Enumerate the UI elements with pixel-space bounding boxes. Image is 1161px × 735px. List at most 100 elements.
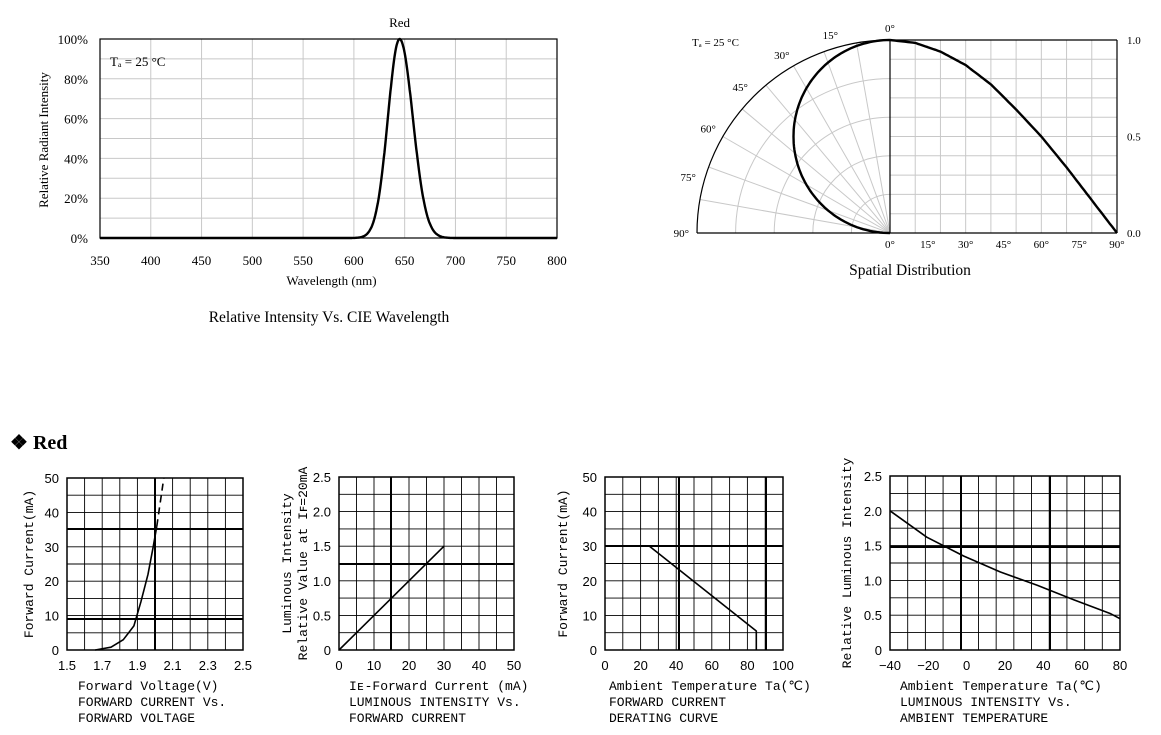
spectrum-title: Red — [389, 15, 410, 30]
derating-frame — [604, 476, 784, 651]
spectrum-x-label: Wavelength (nm) — [286, 273, 376, 288]
spectrum-y-tick: 20% — [64, 191, 88, 206]
lum_ta-x-tick: 20 — [998, 658, 1012, 673]
spatial-x-tick: 30° — [958, 239, 973, 251]
spatial-polar-ring — [773, 116, 891, 234]
spectrum-x-tick: 650 — [395, 253, 415, 268]
derating-x-tick: 40 — [669, 658, 683, 673]
lum_if-y-label: Relative Value at Iꜰ=20mA — [296, 467, 311, 661]
lum_if-y-tick: 0 — [324, 643, 331, 658]
derating-y-tick: 10 — [583, 608, 597, 623]
iv-y-label: Forward Current(mA) — [22, 490, 37, 638]
iv-frame — [66, 477, 244, 651]
spatial-angle-tick: 90° — [674, 228, 689, 240]
lum_ta-frame — [889, 475, 1121, 651]
lum_if-series-line — [338, 545, 445, 651]
derating-x-tick: 100 — [772, 658, 794, 673]
iv-x-tick: 2.5 — [234, 658, 252, 673]
spectrum-x-tick: 400 — [141, 253, 161, 268]
iv-x-tick: 2.1 — [164, 658, 182, 673]
spectrum-temp-note: Tₐ = 25 °C — [110, 54, 165, 69]
spatial-angle-tick: 0° — [885, 23, 895, 35]
lum_ta-x-tick: −20 — [917, 658, 939, 673]
derating-y-tick: 30 — [583, 539, 597, 554]
lum_ta-y-tick: 0.5 — [864, 608, 882, 623]
spatial-polar-spoke — [793, 65, 891, 234]
iv-y-tick: 0 — [52, 643, 59, 658]
iv-y-tick: 50 — [45, 471, 59, 486]
iv-series-line — [95, 526, 158, 651]
spectrum-x-tick: 700 — [446, 253, 466, 268]
derating-x-label: Ambient Temperature Ta(℃) — [609, 679, 811, 694]
lum_ta-y-tick: 2.0 — [864, 504, 882, 519]
spatial-angle-tick: 45° — [732, 82, 747, 94]
lum_if-x-tick: 50 — [507, 658, 521, 673]
derating-caption: DERATING CURVE — [609, 711, 718, 726]
spatial-polar-ring — [812, 155, 891, 234]
spatial-outer-arc — [696, 39, 891, 234]
lum_ta-caption: AMBIENT TEMPERATURE — [900, 711, 1048, 726]
derating-x-tick: 20 — [633, 658, 647, 673]
lum_if-caption: LUMINOUS INTENSITY Vs. — [349, 695, 521, 710]
spectrum-curve — [100, 37, 557, 240]
derating-y-label: Forward Current(mA) — [556, 489, 571, 637]
lum_ta-caption: LUMINOUS INTENSITY Vs. — [900, 695, 1072, 710]
spectrum-x-tick: 800 — [547, 253, 567, 268]
spatial-cartesian-curve — [889, 38, 1118, 234]
derating-y-tick: 20 — [583, 574, 597, 589]
lum_ta-x-tick: −40 — [879, 658, 901, 673]
derating-series-line — [605, 545, 758, 650]
derating-y-tick: 40 — [583, 505, 597, 520]
lum_if-x-tick: 10 — [367, 658, 381, 673]
derating-y-tick: 50 — [583, 470, 597, 485]
spectrum-y-label: Relative Radiant Intensity — [36, 72, 51, 208]
spectrum-y-tick: 0% — [71, 231, 89, 246]
lum_if-y-tick: 2.0 — [313, 505, 331, 520]
lum_ta-x-tick: 40 — [1036, 658, 1050, 673]
lum_if-y-tick: 1.0 — [313, 574, 331, 589]
derating-y-tick: 0 — [590, 643, 597, 658]
spatial-right-tick: 1.0 — [1127, 35, 1141, 47]
spatial-angle-tick: 60° — [701, 124, 716, 136]
iv-y-tick: 20 — [45, 574, 59, 589]
lum_if-y-tick: 1.5 — [313, 539, 331, 554]
spatial-caption: Spatial Distribution — [849, 262, 971, 279]
derating-caption: FORWARD CURRENT — [609, 695, 726, 710]
lum_if-x-label: Iᴇ-Forward Current (mA) — [349, 679, 528, 694]
spatial-x-tick: 75° — [1071, 239, 1086, 251]
spectrum-x-tick: 600 — [344, 253, 364, 268]
spatial-polar-spoke — [708, 166, 891, 234]
lum_ta-y-label: Relative Luminous Intensity — [840, 457, 855, 668]
lum_ta-y-tick: 2.5 — [864, 469, 882, 484]
lum_ta-y-tick: 1.5 — [864, 539, 882, 554]
spectrum-x-tick: 350 — [90, 253, 110, 268]
spatial-polar-spoke — [765, 84, 891, 234]
iv-caption: FORWARD CURRENT Vs. — [78, 695, 226, 710]
lum_if-y-tick: 0.5 — [313, 608, 331, 623]
spectrum-y-tick: 40% — [64, 151, 88, 166]
iv-caption: FORWARD VOLTAGE — [78, 711, 195, 726]
iv-x-tick: 2.3 — [199, 658, 217, 673]
lum_ta-series-line — [889, 510, 1121, 620]
section-header: ❖ Red — [10, 430, 67, 455]
spatial-right-tick: 0.0 — [1127, 228, 1141, 240]
iv-x-label: Forward Voltage(V) — [78, 679, 218, 694]
spatial-angle-tick: 30° — [774, 50, 789, 62]
lum_if-y-tick: 2.5 — [313, 470, 331, 485]
lum_ta-y-tick: 1.0 — [864, 573, 882, 588]
spatial-x-tick: 60° — [1034, 239, 1049, 251]
lum_if-x-tick: 30 — [437, 658, 451, 673]
spatial-angle-tick: 15° — [823, 30, 838, 42]
iv-y-tick: 40 — [45, 505, 59, 520]
spatial-x-tick: 15° — [920, 239, 935, 251]
lum_ta-x-tick: 80 — [1113, 658, 1127, 673]
iv-x-tick: 1.7 — [93, 658, 111, 673]
iv-y-tick: 10 — [45, 609, 59, 624]
derating-x-tick: 0 — [601, 658, 608, 673]
bullet-icon: ❖ — [10, 432, 28, 454]
iv-series-line — [156, 477, 165, 527]
derating-x-tick: 80 — [740, 658, 754, 673]
spectrum-x-tick: 500 — [243, 253, 263, 268]
